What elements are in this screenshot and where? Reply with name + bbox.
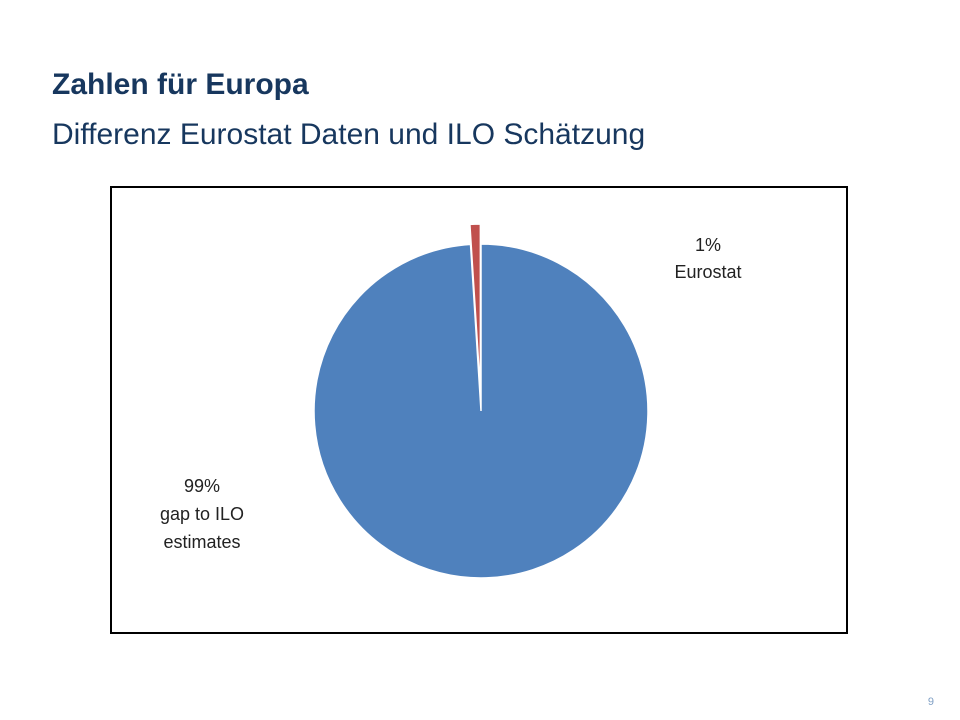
gap-percent-label: 99% — [184, 476, 220, 496]
pie-slice-gap-to-ilo — [313, 243, 649, 579]
chart-frame: 1% Eurostat 99% gap to ILO estimates — [110, 186, 848, 634]
eurostat-name-label: Eurostat — [674, 262, 741, 282]
gap-name-line1-label: gap to ILO — [160, 504, 244, 524]
slide-title: Zahlen für Europa — [52, 68, 309, 101]
eurostat-percent-label: 1% — [695, 235, 721, 255]
pie-slices — [313, 223, 649, 579]
pie-chart: 1% Eurostat 99% gap to ILO estimates — [160, 223, 742, 579]
slide-subtitle: Differenz Eurostat Daten und ILO Schätzu… — [52, 118, 646, 151]
page-number: 9 — [927, 696, 934, 708]
gap-name-line2-label: estimates — [163, 532, 240, 552]
